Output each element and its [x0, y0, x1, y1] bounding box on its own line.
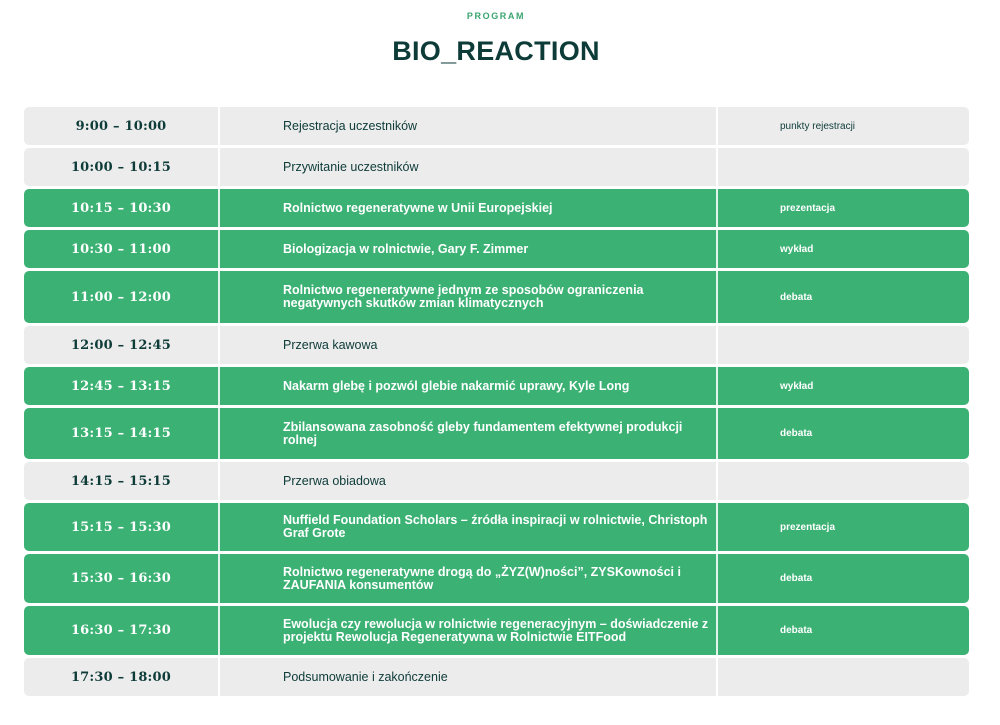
column-divider [218, 462, 220, 500]
schedule-row: 16:30 – 17:30 Ewolucja czy rewolucja w r… [24, 606, 969, 655]
session-type: debata [780, 625, 813, 636]
session-time: 12:00 – 12:45 [70, 337, 172, 353]
column-divider [218, 554, 220, 603]
session-title: Przerwa obiadowa [283, 473, 386, 488]
session-time: 11:00 – 12:00 [70, 289, 172, 305]
column-divider [218, 189, 220, 227]
column-divider [716, 271, 718, 323]
session-time: 12:45 – 13:15 [70, 378, 172, 394]
session-time: 15:30 – 16:30 [70, 571, 172, 586]
column-divider [716, 606, 718, 655]
column-divider [716, 230, 718, 268]
column-divider [218, 326, 220, 364]
schedule-row: 11:00 – 12:00 Rolnictwo regeneratywne je… [24, 271, 969, 323]
column-divider [716, 326, 718, 364]
schedule-row: 12:00 – 12:45 Przerwa kawowa [24, 326, 969, 364]
session-time: 13:15 – 14:15 [70, 426, 172, 441]
schedule-table: 9:00 – 10:00 Rejestracja uczestników pun… [24, 107, 969, 699]
column-divider [716, 367, 718, 405]
schedule-row: 12:45 – 13:15 Nakarm glebę i pozwól gleb… [24, 367, 969, 405]
schedule-row: 14:15 – 15:15 Przerwa obiadowa [24, 462, 969, 500]
column-divider [218, 658, 220, 696]
column-divider [716, 408, 718, 459]
session-type: debata [780, 291, 813, 303]
session-type: wykład [780, 380, 814, 392]
schedule-row: 15:30 – 16:30 Rolnictwo regeneratywne dr… [24, 554, 969, 603]
session-time: 17:30 – 18:00 [70, 669, 172, 685]
column-divider [218, 148, 220, 186]
session-type [718, 658, 969, 696]
column-divider [716, 107, 718, 145]
session-type: prezentacja [780, 521, 836, 533]
schedule-row: 10:30 – 11:00 Biologizacja w rolnictwie,… [24, 230, 969, 268]
session-title: Nuffield Foundation Scholars – źródła in… [283, 513, 708, 540]
session-type [718, 462, 969, 500]
session-type: debata [780, 573, 813, 584]
session-time: 16:30 – 17:30 [70, 623, 172, 638]
schedule-row: 15:15 – 15:30 Nuffield Foundation Schola… [24, 503, 969, 551]
session-title: Nakarm glebę i pozwól glebie nakarmić up… [283, 378, 630, 393]
session-type: prezentacja [780, 202, 836, 214]
column-divider [218, 503, 220, 551]
session-time: 9:00 – 10:00 [75, 118, 167, 134]
session-time: 15:15 – 15:30 [70, 519, 172, 535]
column-divider [716, 462, 718, 500]
session-title: Biologizacja w rolnictwie, Gary F. Zimme… [283, 241, 529, 256]
session-time: 10:00 – 10:15 [70, 159, 172, 175]
column-divider [716, 189, 718, 227]
schedule-row: 10:00 – 10:15 Przywitanie uczestników [24, 148, 969, 186]
column-divider [218, 107, 220, 145]
column-divider [716, 148, 718, 186]
column-divider [218, 271, 220, 323]
session-time: 14:15 – 15:15 [70, 473, 172, 489]
schedule-row: 17:30 – 18:00 Podsumowanie i zakończenie [24, 658, 969, 696]
column-divider [218, 408, 220, 459]
session-title: Rolnictwo regeneratywne w Unii Europejsk… [283, 200, 553, 215]
session-title: Przerwa kawowa [283, 337, 378, 352]
session-title: Rolnictwo regeneratywne jednym ze sposob… [283, 283, 644, 310]
column-divider [218, 367, 220, 405]
column-divider [716, 554, 718, 603]
session-title: Przywitanie uczestników [283, 159, 419, 174]
session-type: debata [780, 428, 813, 439]
session-title: Zbilansowana zasobność gleby fundamentem… [283, 419, 683, 447]
session-title: Podsumowanie i zakończenie [283, 669, 448, 684]
column-divider [716, 503, 718, 551]
page-title: BIO_REACTION [392, 36, 600, 66]
column-divider [218, 230, 220, 268]
session-type: punkty rejestracji [780, 120, 856, 132]
session-type: wykład [780, 243, 814, 255]
session-time: 10:30 – 11:00 [70, 241, 172, 257]
program-eyebrow: PROGRAM [466, 11, 526, 21]
session-title: Rejestracja uczestników [283, 118, 418, 133]
schedule-row: 13:15 – 14:15 Zbilansowana zasobność gle… [24, 408, 969, 459]
session-type [718, 326, 969, 364]
column-divider [218, 606, 220, 655]
session-title: Ewolucja czy rewolucja w rolnictwie rege… [283, 616, 709, 644]
session-type [718, 148, 969, 186]
schedule-row: 10:15 – 10:30 Rolnictwo regeneratywne w … [24, 189, 969, 227]
column-divider [716, 658, 718, 696]
schedule-row: 9:00 – 10:00 Rejestracja uczestników pun… [24, 107, 969, 145]
session-time: 10:15 – 10:30 [70, 200, 172, 216]
session-title: Rolnictwo regeneratywne drogą do „ŻYZ(W)… [283, 564, 681, 592]
